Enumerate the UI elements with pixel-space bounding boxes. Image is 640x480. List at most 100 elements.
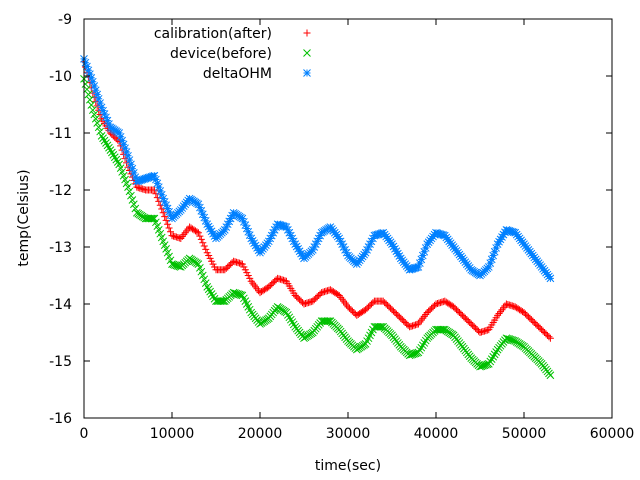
data-point — [487, 255, 496, 264]
data-point — [121, 144, 129, 153]
y-tick-label: -14 — [49, 297, 72, 313]
data-point — [161, 213, 169, 221]
data-point — [93, 90, 102, 99]
data-point — [350, 309, 358, 317]
legend-marker — [303, 69, 311, 77]
data-point — [472, 324, 480, 332]
data-point — [169, 260, 178, 269]
data-point — [81, 58, 90, 67]
data-point — [165, 224, 173, 232]
data-point — [398, 316, 406, 324]
data-point — [209, 260, 217, 268]
x-tick-label: 50000 — [502, 426, 547, 442]
data-point — [530, 319, 538, 327]
data-point — [461, 314, 469, 322]
data-point — [470, 323, 478, 331]
data-point — [417, 255, 426, 264]
y-tick-label: -12 — [49, 183, 72, 199]
data-point — [156, 187, 165, 195]
data-point — [84, 66, 93, 75]
series-device(before) — [80, 74, 555, 380]
series-calibration(after) — [80, 58, 554, 342]
data-point — [241, 266, 249, 274]
data-point — [84, 90, 93, 99]
axis-ticks: 0 10000 20000 30000 40000 50000 60000 -16 -15 -14… — [49, 12, 634, 442]
data-point — [234, 290, 242, 298]
data-point — [112, 155, 121, 164]
y-tick-label: -10 — [49, 69, 72, 85]
data-point — [423, 309, 431, 317]
data-point — [150, 171, 159, 180]
data-point — [270, 226, 279, 234]
data-point — [172, 261, 181, 270]
data-point — [222, 223, 231, 231]
data-point — [408, 350, 417, 359]
data-point — [171, 261, 179, 269]
data-point — [286, 231, 295, 240]
data-point — [394, 249, 402, 258]
data-point — [269, 279, 277, 287]
data-point — [335, 234, 344, 243]
data-point — [285, 313, 294, 322]
data-point — [405, 351, 414, 360]
data-point — [532, 320, 540, 328]
data-point — [539, 327, 547, 335]
data-point — [425, 307, 433, 315]
data-point — [546, 371, 555, 380]
data-point — [490, 350, 499, 359]
data-point — [473, 326, 481, 334]
data-point — [242, 224, 251, 233]
data-point — [238, 214, 247, 223]
data-point — [244, 227, 253, 236]
data-point — [487, 355, 496, 363]
data-point — [228, 211, 236, 220]
data-point — [391, 309, 399, 317]
data-point — [546, 334, 554, 342]
data-point — [496, 235, 505, 244]
data-point — [420, 247, 429, 256]
legend-label: calibration(after) — [154, 26, 272, 42]
y-axis-label: temp(Celsius) — [16, 169, 32, 266]
legend-label: deltaOHM — [203, 66, 272, 82]
data-point — [523, 311, 531, 319]
data-point — [266, 281, 274, 289]
data-point — [401, 319, 409, 327]
data-point — [224, 263, 232, 271]
data-point — [545, 333, 553, 341]
data-point — [220, 226, 229, 234]
data-point — [312, 294, 320, 302]
data-point — [196, 203, 204, 212]
data-point — [205, 252, 213, 260]
data-point — [282, 223, 291, 231]
data-point — [157, 190, 166, 199]
data-point — [520, 309, 528, 317]
data-point — [155, 197, 163, 205]
data-point — [87, 101, 96, 109]
data-point — [150, 186, 158, 194]
data-point — [453, 306, 461, 314]
data-point — [323, 317, 332, 325]
data-point — [484, 263, 493, 271]
data-point — [232, 289, 241, 298]
data-point — [521, 310, 529, 318]
data-point — [536, 324, 544, 332]
data-point — [334, 291, 342, 298]
data-point — [244, 272, 252, 279]
x-axis-label: time(sec) — [315, 458, 381, 474]
data-point — [454, 307, 462, 315]
data-point — [209, 229, 217, 238]
data-point — [313, 293, 321, 301]
data-point — [297, 297, 305, 305]
data-point — [206, 287, 214, 296]
data-point — [159, 209, 167, 217]
data-point — [362, 306, 370, 314]
data-point — [153, 179, 162, 188]
data-point — [463, 316, 471, 324]
data-point — [524, 313, 532, 321]
data-point — [410, 350, 418, 358]
data-point — [269, 228, 278, 237]
data-point — [391, 245, 399, 253]
data-point — [392, 310, 400, 318]
data-point — [231, 289, 239, 297]
